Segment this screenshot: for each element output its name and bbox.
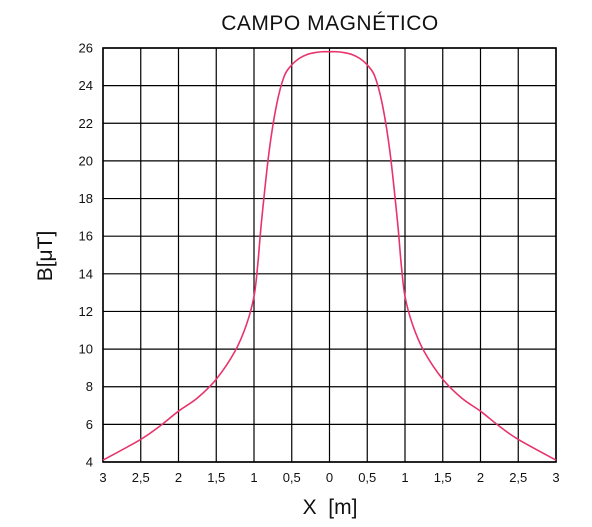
x-axis-ticks: 3 2,5 2 1,5 1 0,5 0 0,5 1 1,5 2 2,5 3 [99,470,559,485]
x-tick-label: 1 [250,470,257,485]
x-tick-label: 0,5 [283,470,301,485]
y-tick-label: 8 [86,379,93,394]
x-tick-label: 1 [401,470,408,485]
plot-frame [102,47,557,463]
y-axis-label: B[μT] [34,231,57,282]
y-tick-label: 12 [79,304,93,319]
x-tick-label: 0 [326,470,333,485]
plot-area [102,50,557,461]
x-tick-label: 2 [477,470,484,485]
x-tick-label: 3 [99,470,106,485]
series-line-0 [102,50,557,461]
grid [102,47,557,463]
y-axis-ticks: 4 6 8 10 12 14 16 18 20 22 24 26 [79,41,93,470]
y-tick-label: 24 [79,78,93,93]
y-tick-label: 26 [79,41,93,56]
y-tick-label: 14 [79,266,93,281]
y-tick-label: 18 [79,191,93,206]
x-tick-label: 2 [175,470,182,485]
y-tick-label: 10 [79,342,93,357]
y-tick-label: 22 [79,116,93,131]
chart-title: CAMPO MAGNÉTICO [221,12,439,35]
x-tick-label: 2,5 [132,470,150,485]
x-tick-label: 1,5 [207,470,225,485]
x-tick-label: 1,5 [434,470,452,485]
y-tick-label: 20 [79,153,93,168]
y-tick-label: 6 [86,417,93,432]
x-axis-label: X [m] [303,496,358,519]
y-tick-label: 16 [79,229,93,244]
x-tick-label: 0,5 [358,470,376,485]
x-tick-label: 2,5 [509,470,527,485]
x-tick-label: 3 [552,470,559,485]
y-tick-label: 4 [86,455,93,470]
